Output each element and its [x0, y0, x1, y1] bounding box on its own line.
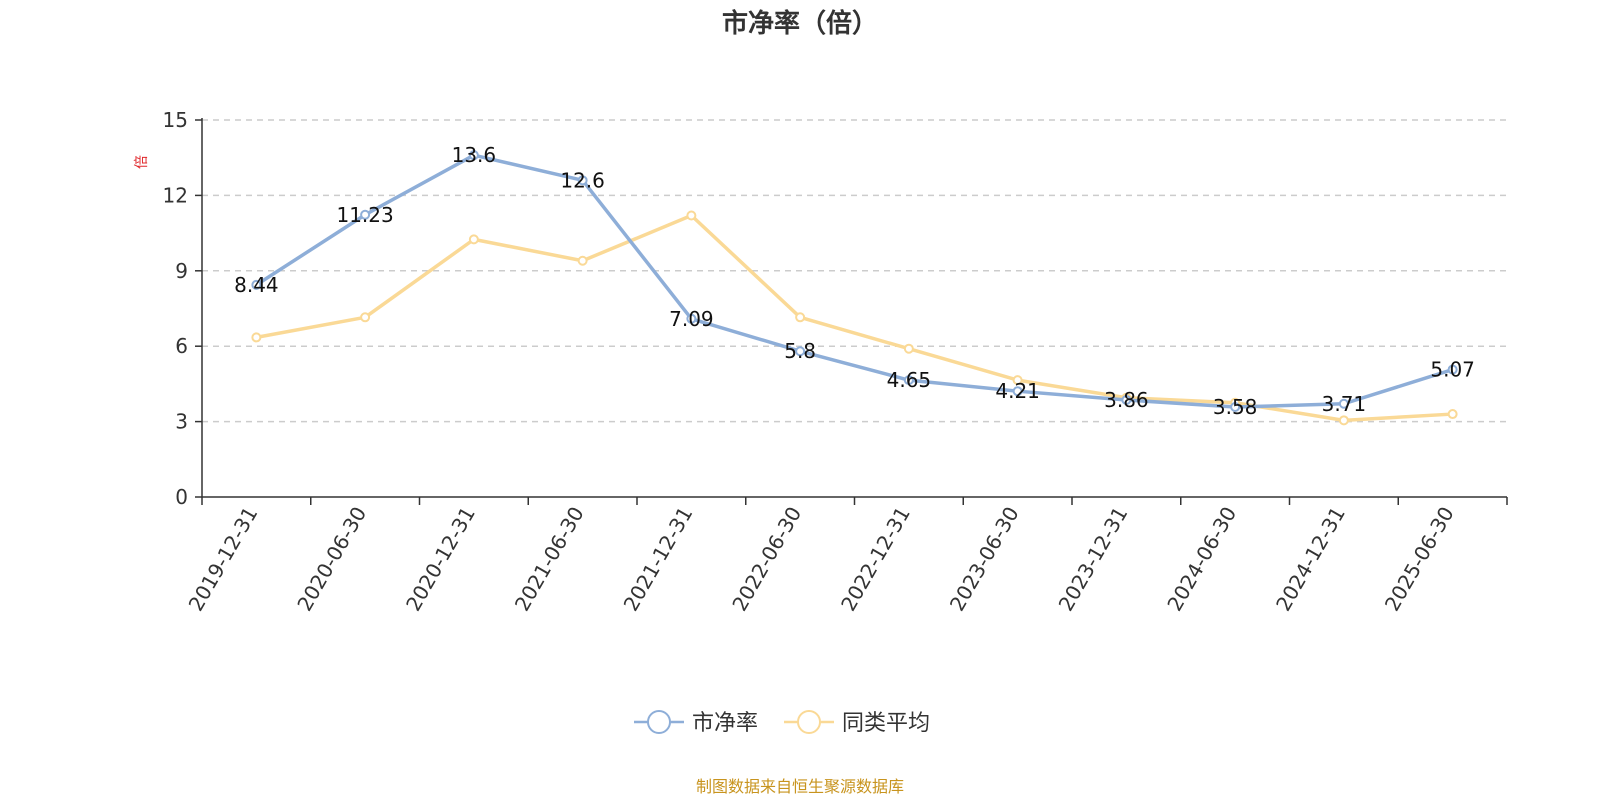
x-axis-ticks: 2019-12-31 2020-06-30 2020-12-31 2021-06-30…: [184, 497, 1508, 616]
data-point[interactable]: [1447, 409, 1458, 420]
legend-item-1[interactable]: 同类平均: [784, 710, 930, 736]
data-point[interactable]: [1338, 415, 1349, 426]
legend-marker-icon: [647, 710, 671, 734]
x-tick-label: 2025-06-30: [1380, 503, 1459, 616]
legend-item-0[interactable]: 市净率: [634, 710, 758, 736]
axes: [201, 118, 1507, 498]
data-point[interactable]: [360, 312, 371, 323]
data-label: 3.58: [1213, 395, 1258, 419]
x-tick-label: 2021-12-31: [619, 503, 698, 616]
data-label: 4.21: [995, 379, 1040, 403]
x-tick-label: 2021-06-30: [510, 503, 589, 616]
x-tick-label: 2023-12-31: [1054, 503, 1133, 616]
data-point[interactable]: [468, 234, 479, 245]
y-tick-label: 3: [175, 410, 188, 434]
data-label: 7.09: [669, 307, 714, 331]
data-point[interactable]: [577, 255, 588, 266]
data-label: 4.65: [887, 368, 932, 392]
data-point[interactable]: [1012, 375, 1023, 386]
y-tick-label: 12: [163, 183, 188, 207]
data-point[interactable]: [251, 332, 262, 343]
data-point[interactable]: [795, 312, 806, 323]
y-tick-label: 15: [163, 108, 188, 132]
data-label: 3.86: [1104, 388, 1149, 412]
data-label: 8.44: [234, 273, 279, 297]
data-point[interactable]: [577, 175, 588, 186]
data-label: 12.6: [560, 168, 605, 192]
x-tick-label: 2022-12-31: [836, 503, 915, 616]
x-tick-label: 2024-06-30: [1162, 503, 1241, 616]
data-point[interactable]: [251, 279, 262, 290]
data-point[interactable]: [1338, 398, 1349, 409]
y-tick-label: 0: [175, 485, 188, 509]
data-label: 5.07: [1430, 358, 1475, 382]
legend-label: 同类平均: [842, 711, 930, 736]
data-point[interactable]: [1012, 386, 1023, 397]
series-line-0: [255, 153, 1454, 409]
data-label: 13.6: [452, 143, 497, 167]
y-axis-unit-label: 倍: [134, 155, 150, 169]
data-label: 11.23: [336, 203, 393, 227]
x-tick-label: 2024-12-31: [1271, 503, 1350, 616]
x-tick-label: 2020-12-31: [401, 503, 480, 616]
data-point[interactable]: [795, 346, 806, 357]
grid-lines: [202, 119, 1507, 423]
y-axis-ticks: 0 3 6 9 12 15: [163, 108, 202, 509]
data-point[interactable]: [1121, 394, 1132, 405]
x-tick-label: 2023-06-30: [945, 503, 1024, 616]
y-tick-label: 6: [175, 334, 188, 358]
series-layer: [251, 150, 1458, 426]
legend-label: 市净率: [692, 711, 758, 736]
data-labels: 8.44 11.23 13.6 12.6 7.09 5.8 4.65 4.21 3.86 3.58…: [234, 143, 1475, 419]
data-point[interactable]: [360, 209, 371, 220]
series-line-1: [256, 213, 1453, 423]
data-point[interactable]: [468, 150, 479, 161]
data-point[interactable]: [686, 210, 697, 221]
source-note: 制图数据来自恒生聚源数据库: [696, 777, 904, 796]
data-point[interactable]: [1447, 364, 1458, 375]
legend[interactable]: 市净率 同类平均: [634, 710, 930, 736]
y-tick-label: 9: [175, 259, 188, 283]
data-label: 3.71: [1322, 392, 1367, 416]
x-tick-label: 2020-06-30: [292, 503, 371, 616]
data-point[interactable]: [1230, 402, 1241, 413]
data-point[interactable]: [686, 313, 697, 324]
data-label: 5.8: [784, 339, 816, 363]
x-tick-label: 2019-12-31: [184, 503, 263, 616]
x-tick-label: 2022-06-30: [727, 503, 806, 616]
chart-title: 市净率（倍）: [722, 8, 878, 39]
data-point[interactable]: [903, 375, 914, 386]
data-point[interactable]: [903, 343, 914, 354]
legend-marker-icon: [797, 710, 821, 734]
